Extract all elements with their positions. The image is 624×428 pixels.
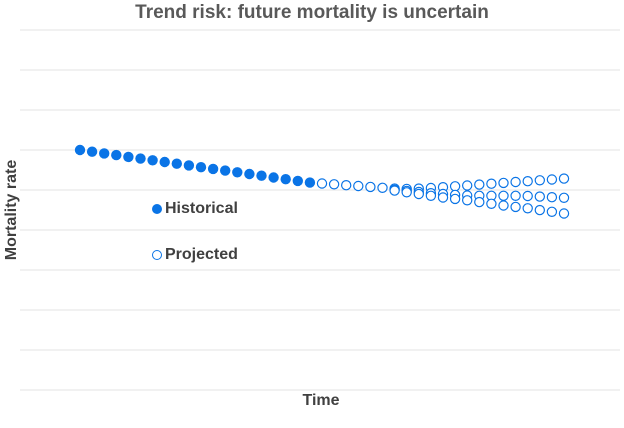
historical-point <box>86 146 98 157</box>
x-axis-label: Time <box>302 392 340 409</box>
historical-point <box>268 172 279 183</box>
projected-point <box>486 198 497 209</box>
historical-point <box>256 170 267 181</box>
historical-point <box>147 155 158 166</box>
projected-point <box>558 173 570 184</box>
chart-title: Trend risk: future mortality is uncertai… <box>135 2 489 23</box>
legend-item-projected: Projected <box>152 246 238 264</box>
historical-point <box>220 165 231 176</box>
projected-point <box>558 208 570 219</box>
gridlines <box>20 29 620 391</box>
projected-point <box>510 201 521 213</box>
historical-point <box>135 153 146 164</box>
projected-point <box>353 180 364 192</box>
projected-point <box>462 195 473 206</box>
projected-point <box>401 187 412 198</box>
y-axis-label: Mortality rate <box>3 159 20 261</box>
historical-point <box>292 175 303 187</box>
projected-point <box>425 190 437 201</box>
historical-point <box>74 144 86 156</box>
projected-point <box>474 179 485 190</box>
projected-point <box>522 175 533 187</box>
historical-point <box>244 168 255 180</box>
historical-point <box>99 148 110 159</box>
historical-point <box>123 151 134 163</box>
projected-point <box>558 192 570 203</box>
projected-point <box>462 180 473 191</box>
projected-point <box>474 196 485 208</box>
legend-marker-filled <box>152 204 162 214</box>
historical-point <box>304 177 316 188</box>
projected-point <box>449 193 461 205</box>
legend-label-historical: Historical <box>165 200 238 217</box>
legend-label-projected: Projected <box>165 246 238 263</box>
projected-point <box>534 191 546 202</box>
historical-point <box>280 174 291 185</box>
projected-point <box>546 191 558 203</box>
historical-point <box>232 167 243 178</box>
historical-point <box>195 162 207 173</box>
projected-point <box>449 181 461 192</box>
projected-point <box>316 178 328 189</box>
projected-point <box>534 175 546 186</box>
historical-point <box>171 158 182 169</box>
projected-point <box>510 190 521 201</box>
historical-point <box>159 156 170 168</box>
legend-marker-open <box>152 250 162 260</box>
projected-point <box>365 181 376 193</box>
projected-point <box>510 176 521 188</box>
historical-point <box>207 163 219 175</box>
projected-point <box>486 178 497 189</box>
projected-point <box>413 188 424 200</box>
historical-point <box>111 149 122 161</box>
projected-point <box>522 190 533 202</box>
projected-point <box>498 177 509 189</box>
projected-point <box>377 182 388 193</box>
projected-point <box>389 185 400 196</box>
projected-point <box>498 200 509 211</box>
projected-point <box>341 179 352 191</box>
legend-item-historical: Historical <box>152 200 238 218</box>
historical-point <box>183 160 195 171</box>
projected-point <box>522 203 533 214</box>
data-points <box>74 144 570 219</box>
projected-point <box>546 206 558 217</box>
projected-point <box>546 174 558 185</box>
projected-point <box>498 190 509 201</box>
projected-point <box>534 204 546 216</box>
projected-point <box>437 192 449 203</box>
projected-point <box>328 179 340 190</box>
